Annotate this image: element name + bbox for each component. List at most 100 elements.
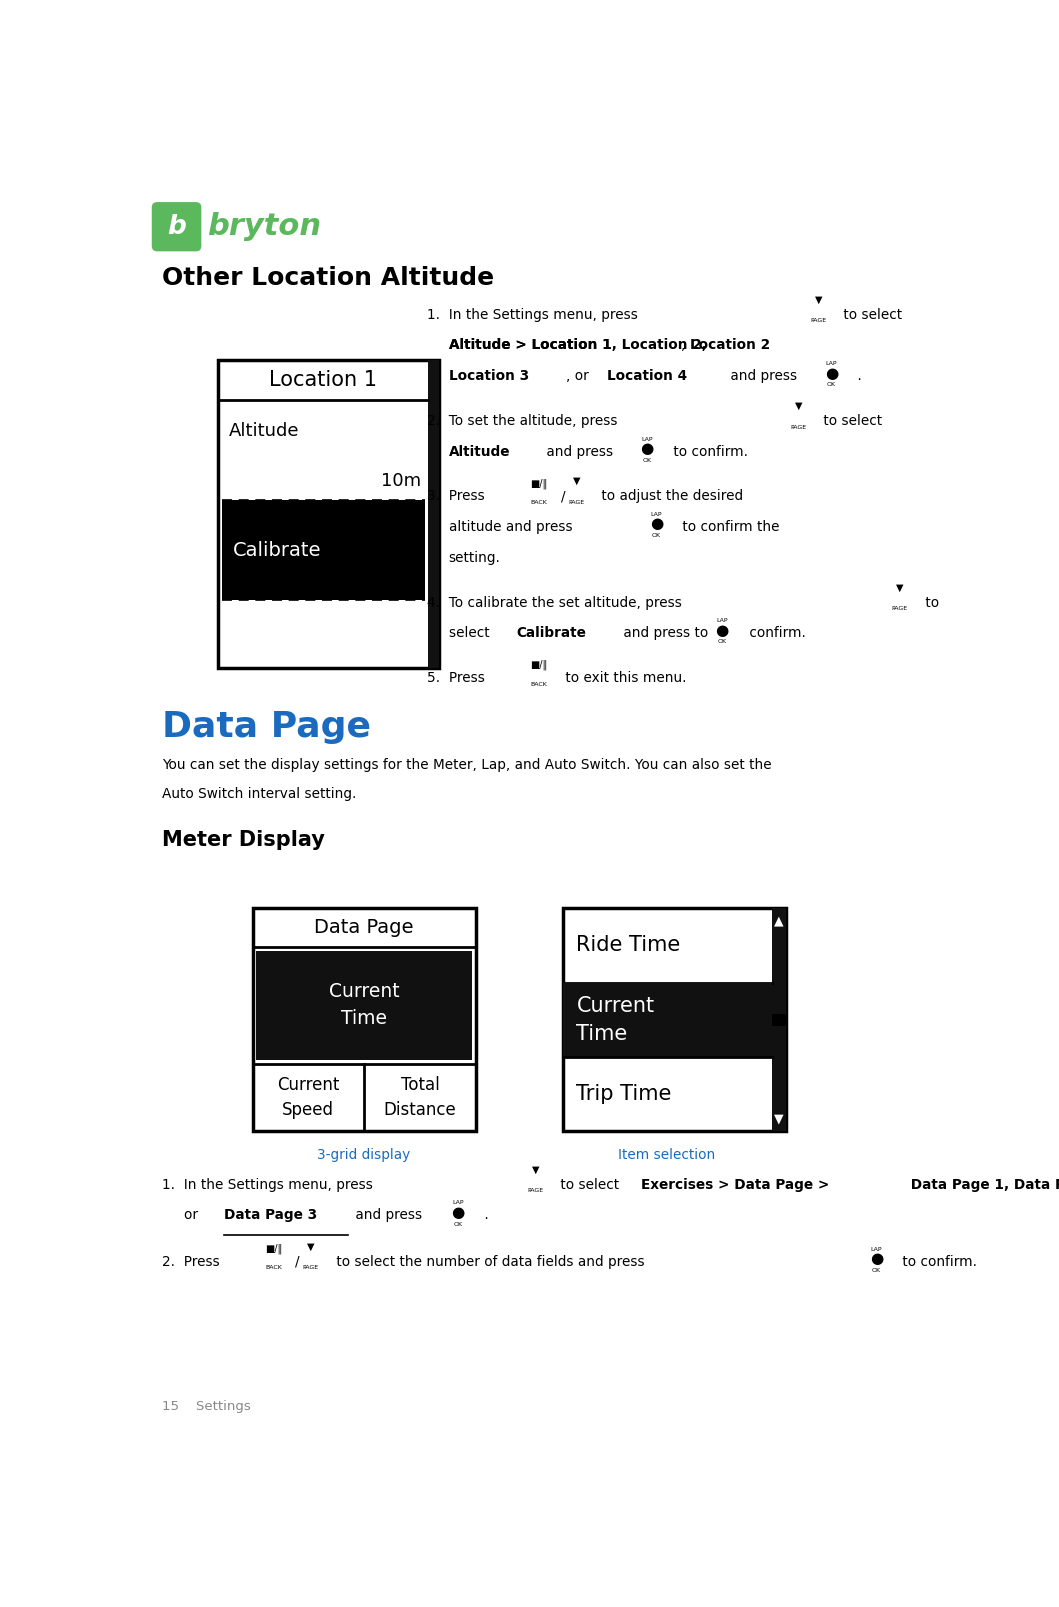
Text: .: . [854, 370, 862, 382]
Text: ●: ● [825, 365, 838, 381]
Text: ▼: ▼ [532, 1165, 539, 1175]
Text: ▲: ▲ [774, 914, 784, 927]
Text: Calibrate: Calibrate [517, 627, 587, 640]
Text: OK: OK [453, 1221, 463, 1226]
Text: LAP: LAP [716, 619, 728, 624]
Text: LAP: LAP [642, 437, 652, 442]
Text: to confirm the: to confirm the [678, 521, 779, 534]
Text: to select: to select [556, 1178, 623, 1192]
Text: Data Page: Data Page [162, 710, 371, 744]
Text: Auto Switch interval setting.: Auto Switch interval setting. [162, 787, 356, 802]
Text: 1.  In the Settings menu, press: 1. In the Settings menu, press [162, 1178, 377, 1192]
Text: altitude and press: altitude and press [449, 521, 576, 534]
Text: ●: ● [641, 440, 653, 456]
Text: /: / [295, 1255, 300, 1268]
Text: PAGE: PAGE [791, 424, 807, 429]
Text: Total
Distance: Total Distance [383, 1077, 456, 1118]
Text: Current
Time: Current Time [576, 996, 654, 1045]
Text: PAGE: PAGE [810, 318, 826, 323]
Text: ■/‖: ■/‖ [531, 477, 548, 489]
Text: to exit this menu.: to exit this menu. [561, 672, 686, 685]
Text: to select: to select [839, 307, 902, 321]
Text: ●: ● [869, 1250, 883, 1266]
Text: ■/‖: ■/‖ [531, 660, 548, 670]
Text: and press: and press [726, 370, 802, 382]
Text: b: b [167, 214, 186, 239]
Text: and press: and press [351, 1208, 427, 1223]
Bar [772, 908, 786, 1131]
FancyBboxPatch shape [151, 202, 201, 251]
Text: OK: OK [872, 1268, 881, 1273]
Text: Trip Time: Trip Time [576, 1085, 671, 1104]
Text: or: or [183, 1208, 207, 1223]
Text: confirm.: confirm. [744, 627, 806, 640]
Text: 3-grid display: 3-grid display [318, 1149, 411, 1162]
Text: PAGE: PAGE [892, 606, 908, 611]
Text: 2.  To set the altitude, press: 2. To set the altitude, press [427, 415, 622, 427]
Text: BACK: BACK [531, 500, 548, 505]
Bar [218, 360, 438, 669]
Text: ■/‖: ■/‖ [265, 1244, 282, 1253]
Text: to select the number of data fields and press: to select the number of data fields and … [333, 1255, 649, 1268]
Text: LAP: LAP [826, 362, 838, 366]
Text: LAP: LAP [650, 513, 662, 517]
Text: Ride Time: Ride Time [576, 935, 681, 956]
Text: to: to [920, 596, 938, 609]
Text: LAP: LAP [452, 1200, 464, 1205]
Text: ▼: ▼ [896, 582, 903, 593]
Text: BACK: BACK [531, 681, 548, 686]
Text: ,: , [681, 339, 689, 352]
Text: /: / [561, 489, 566, 503]
Text: Item selection: Item selection [618, 1149, 716, 1162]
Text: Location 1: Location 1 [269, 370, 377, 391]
Text: to confirm.: to confirm. [898, 1255, 977, 1268]
Text: 10m: 10m [381, 472, 421, 490]
Text: ●: ● [649, 516, 663, 532]
Text: BACK: BACK [265, 1265, 282, 1271]
Text: ●: ● [451, 1205, 465, 1220]
Text: select: select [449, 627, 493, 640]
Text: Location 4: Location 4 [608, 370, 687, 382]
Text: Data Page: Data Page [315, 918, 414, 937]
Text: Current
Time: Current Time [328, 982, 399, 1028]
Text: 3.  Press: 3. Press [427, 489, 489, 503]
Text: Altitude > Location 1, Location 2,: Altitude > Location 1, Location 2, [449, 339, 706, 352]
Text: PAGE: PAGE [303, 1265, 319, 1271]
Text: and press to: and press to [620, 627, 713, 640]
Text: 2.  Press: 2. Press [162, 1255, 223, 1268]
Text: bryton: bryton [207, 212, 321, 241]
Bar [256, 950, 472, 1061]
Text: ●: ● [716, 622, 729, 638]
Text: Calibrate: Calibrate [233, 540, 322, 559]
Bar [429, 360, 438, 669]
Text: 15    Settings: 15 Settings [162, 1400, 251, 1413]
Text: Altitude > Location 1: Altitude > Location 1 [449, 339, 611, 352]
Text: ▼: ▼ [573, 476, 580, 487]
Text: LAP: LAP [870, 1247, 882, 1252]
Bar [562, 908, 786, 1131]
Text: ▼: ▼ [795, 400, 803, 411]
Text: setting.: setting. [449, 551, 501, 566]
Text: to confirm.: to confirm. [668, 445, 748, 458]
Text: Other Location Altitude: Other Location Altitude [162, 267, 493, 289]
Text: ▼: ▼ [774, 1112, 784, 1125]
Text: Meter Display: Meter Display [162, 829, 325, 850]
Text: to select: to select [819, 415, 882, 427]
Text: PAGE: PAGE [569, 500, 585, 505]
Text: Altitude: Altitude [229, 421, 300, 440]
Text: 4.  To calibrate the set altitude, press: 4. To calibrate the set altitude, press [427, 596, 686, 609]
Text: PAGE: PAGE [527, 1189, 543, 1194]
Text: .: . [480, 1208, 488, 1223]
Text: OK: OK [718, 640, 726, 644]
Text: 1.  In the Settings menu, press: 1. In the Settings menu, press [427, 307, 642, 321]
Text: You can set the display settings for the Meter, Lap, and Auto Switch. You can al: You can set the display settings for the… [162, 759, 771, 771]
Text: Data Page 3: Data Page 3 [223, 1208, 317, 1223]
Text: ▼: ▼ [307, 1242, 315, 1252]
Bar [772, 1014, 786, 1025]
Text: Location 2: Location 2 [690, 339, 771, 352]
Text: Data Page 1, Data Page 2: Data Page 1, Data Page 2 [905, 1178, 1059, 1192]
Bar [562, 982, 772, 1057]
Text: OK: OK [651, 534, 661, 538]
Text: Location 3: Location 3 [449, 370, 528, 382]
Text: , or: , or [567, 370, 593, 382]
